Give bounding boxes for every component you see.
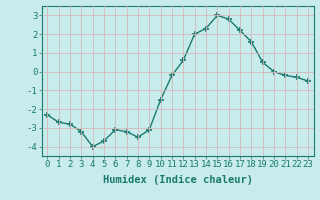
X-axis label: Humidex (Indice chaleur): Humidex (Indice chaleur) [103, 175, 252, 185]
